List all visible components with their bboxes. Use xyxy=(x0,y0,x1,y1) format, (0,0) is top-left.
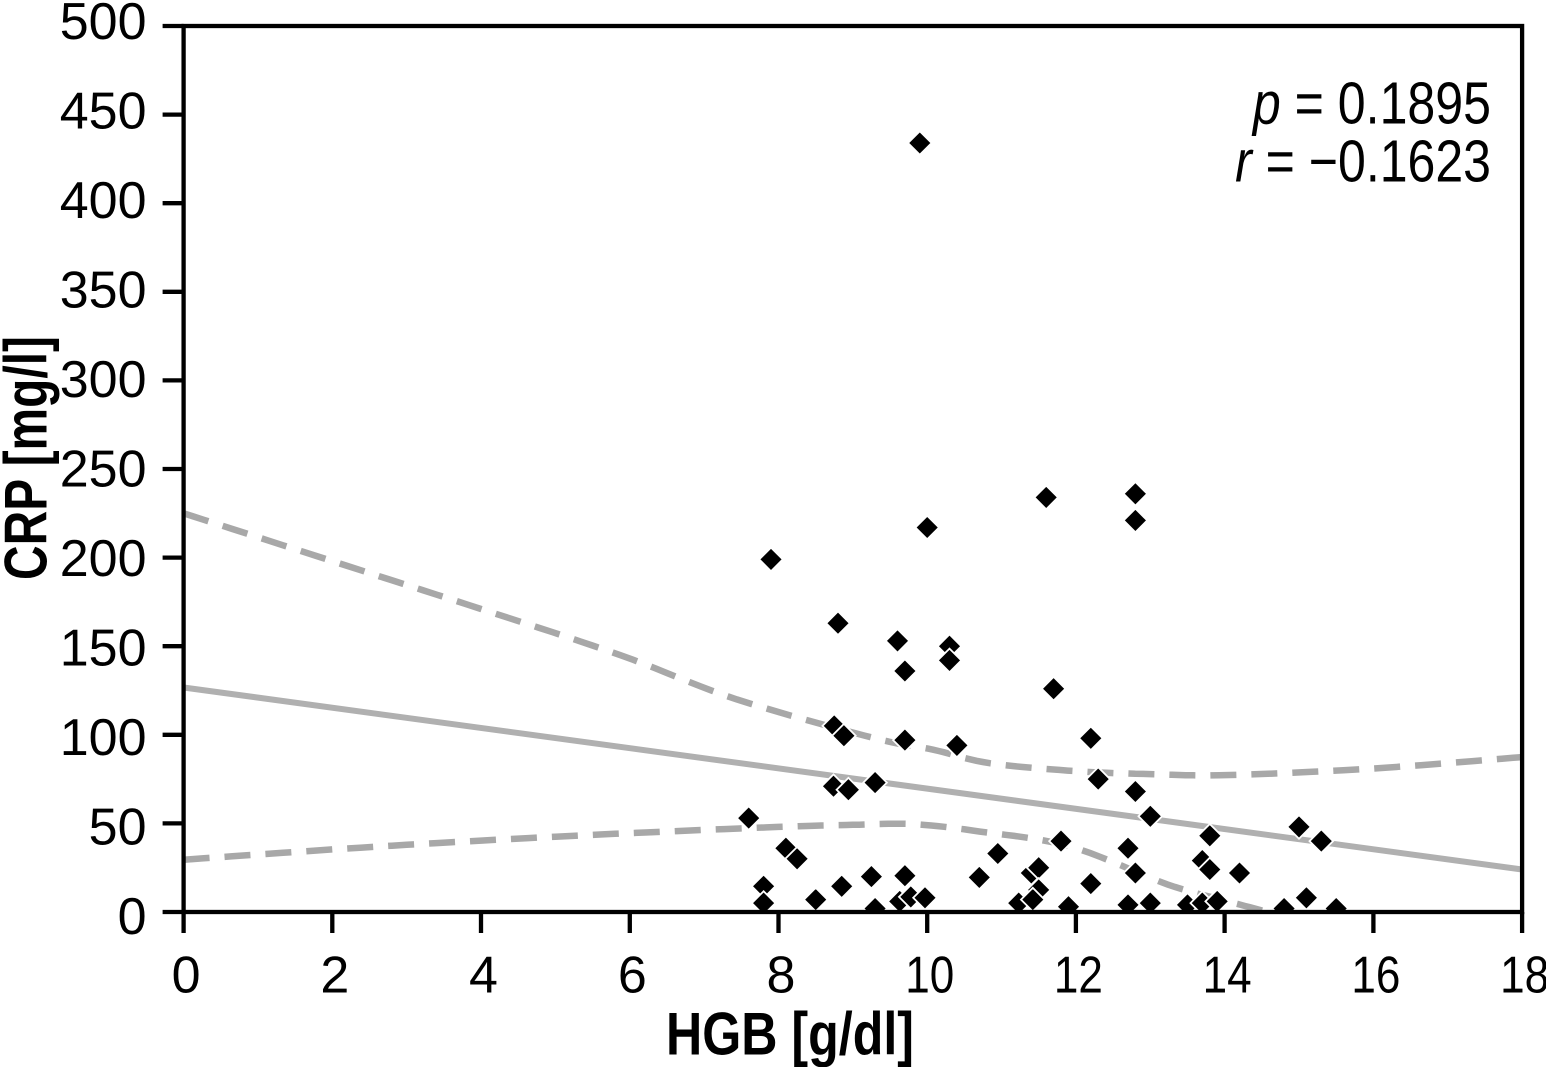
svg-text:10: 10 xyxy=(905,947,954,1005)
svg-text:16: 16 xyxy=(1351,947,1400,1005)
svg-text:300: 300 xyxy=(60,351,147,409)
svg-text:350: 350 xyxy=(60,262,147,320)
svg-text:100: 100 xyxy=(60,709,147,767)
svg-text:200: 200 xyxy=(60,530,147,588)
svg-text:CRP [mg/l]: CRP [mg/l] xyxy=(0,336,60,580)
svg-text:0: 0 xyxy=(172,947,201,1005)
svg-text:12: 12 xyxy=(1054,947,1103,1005)
svg-text:400: 400 xyxy=(60,172,147,230)
svg-text:8: 8 xyxy=(767,947,796,1005)
svg-text:2: 2 xyxy=(320,947,349,1005)
svg-text:6: 6 xyxy=(618,947,647,1005)
svg-text:0: 0 xyxy=(118,888,147,946)
svg-text:r = −0.1623: r = −0.1623 xyxy=(1235,127,1491,194)
svg-text:HGB [g/dl]: HGB [g/dl] xyxy=(666,1000,914,1067)
svg-text:18: 18 xyxy=(1500,947,1546,1005)
svg-text:4: 4 xyxy=(469,947,498,1005)
svg-text:450: 450 xyxy=(60,83,147,141)
svg-text:50: 50 xyxy=(89,798,147,856)
svg-text:150: 150 xyxy=(60,619,147,677)
svg-text:500: 500 xyxy=(60,0,147,51)
svg-text:p = 0.1895: p = 0.1895 xyxy=(1251,70,1491,137)
svg-text:14: 14 xyxy=(1203,947,1252,1005)
svg-text:250: 250 xyxy=(60,441,147,499)
